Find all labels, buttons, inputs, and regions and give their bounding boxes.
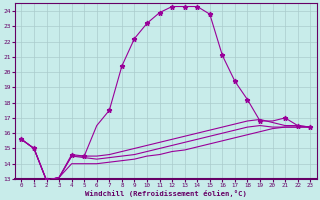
X-axis label: Windchill (Refroidissement éolien,°C): Windchill (Refroidissement éolien,°C) (85, 190, 247, 197)
